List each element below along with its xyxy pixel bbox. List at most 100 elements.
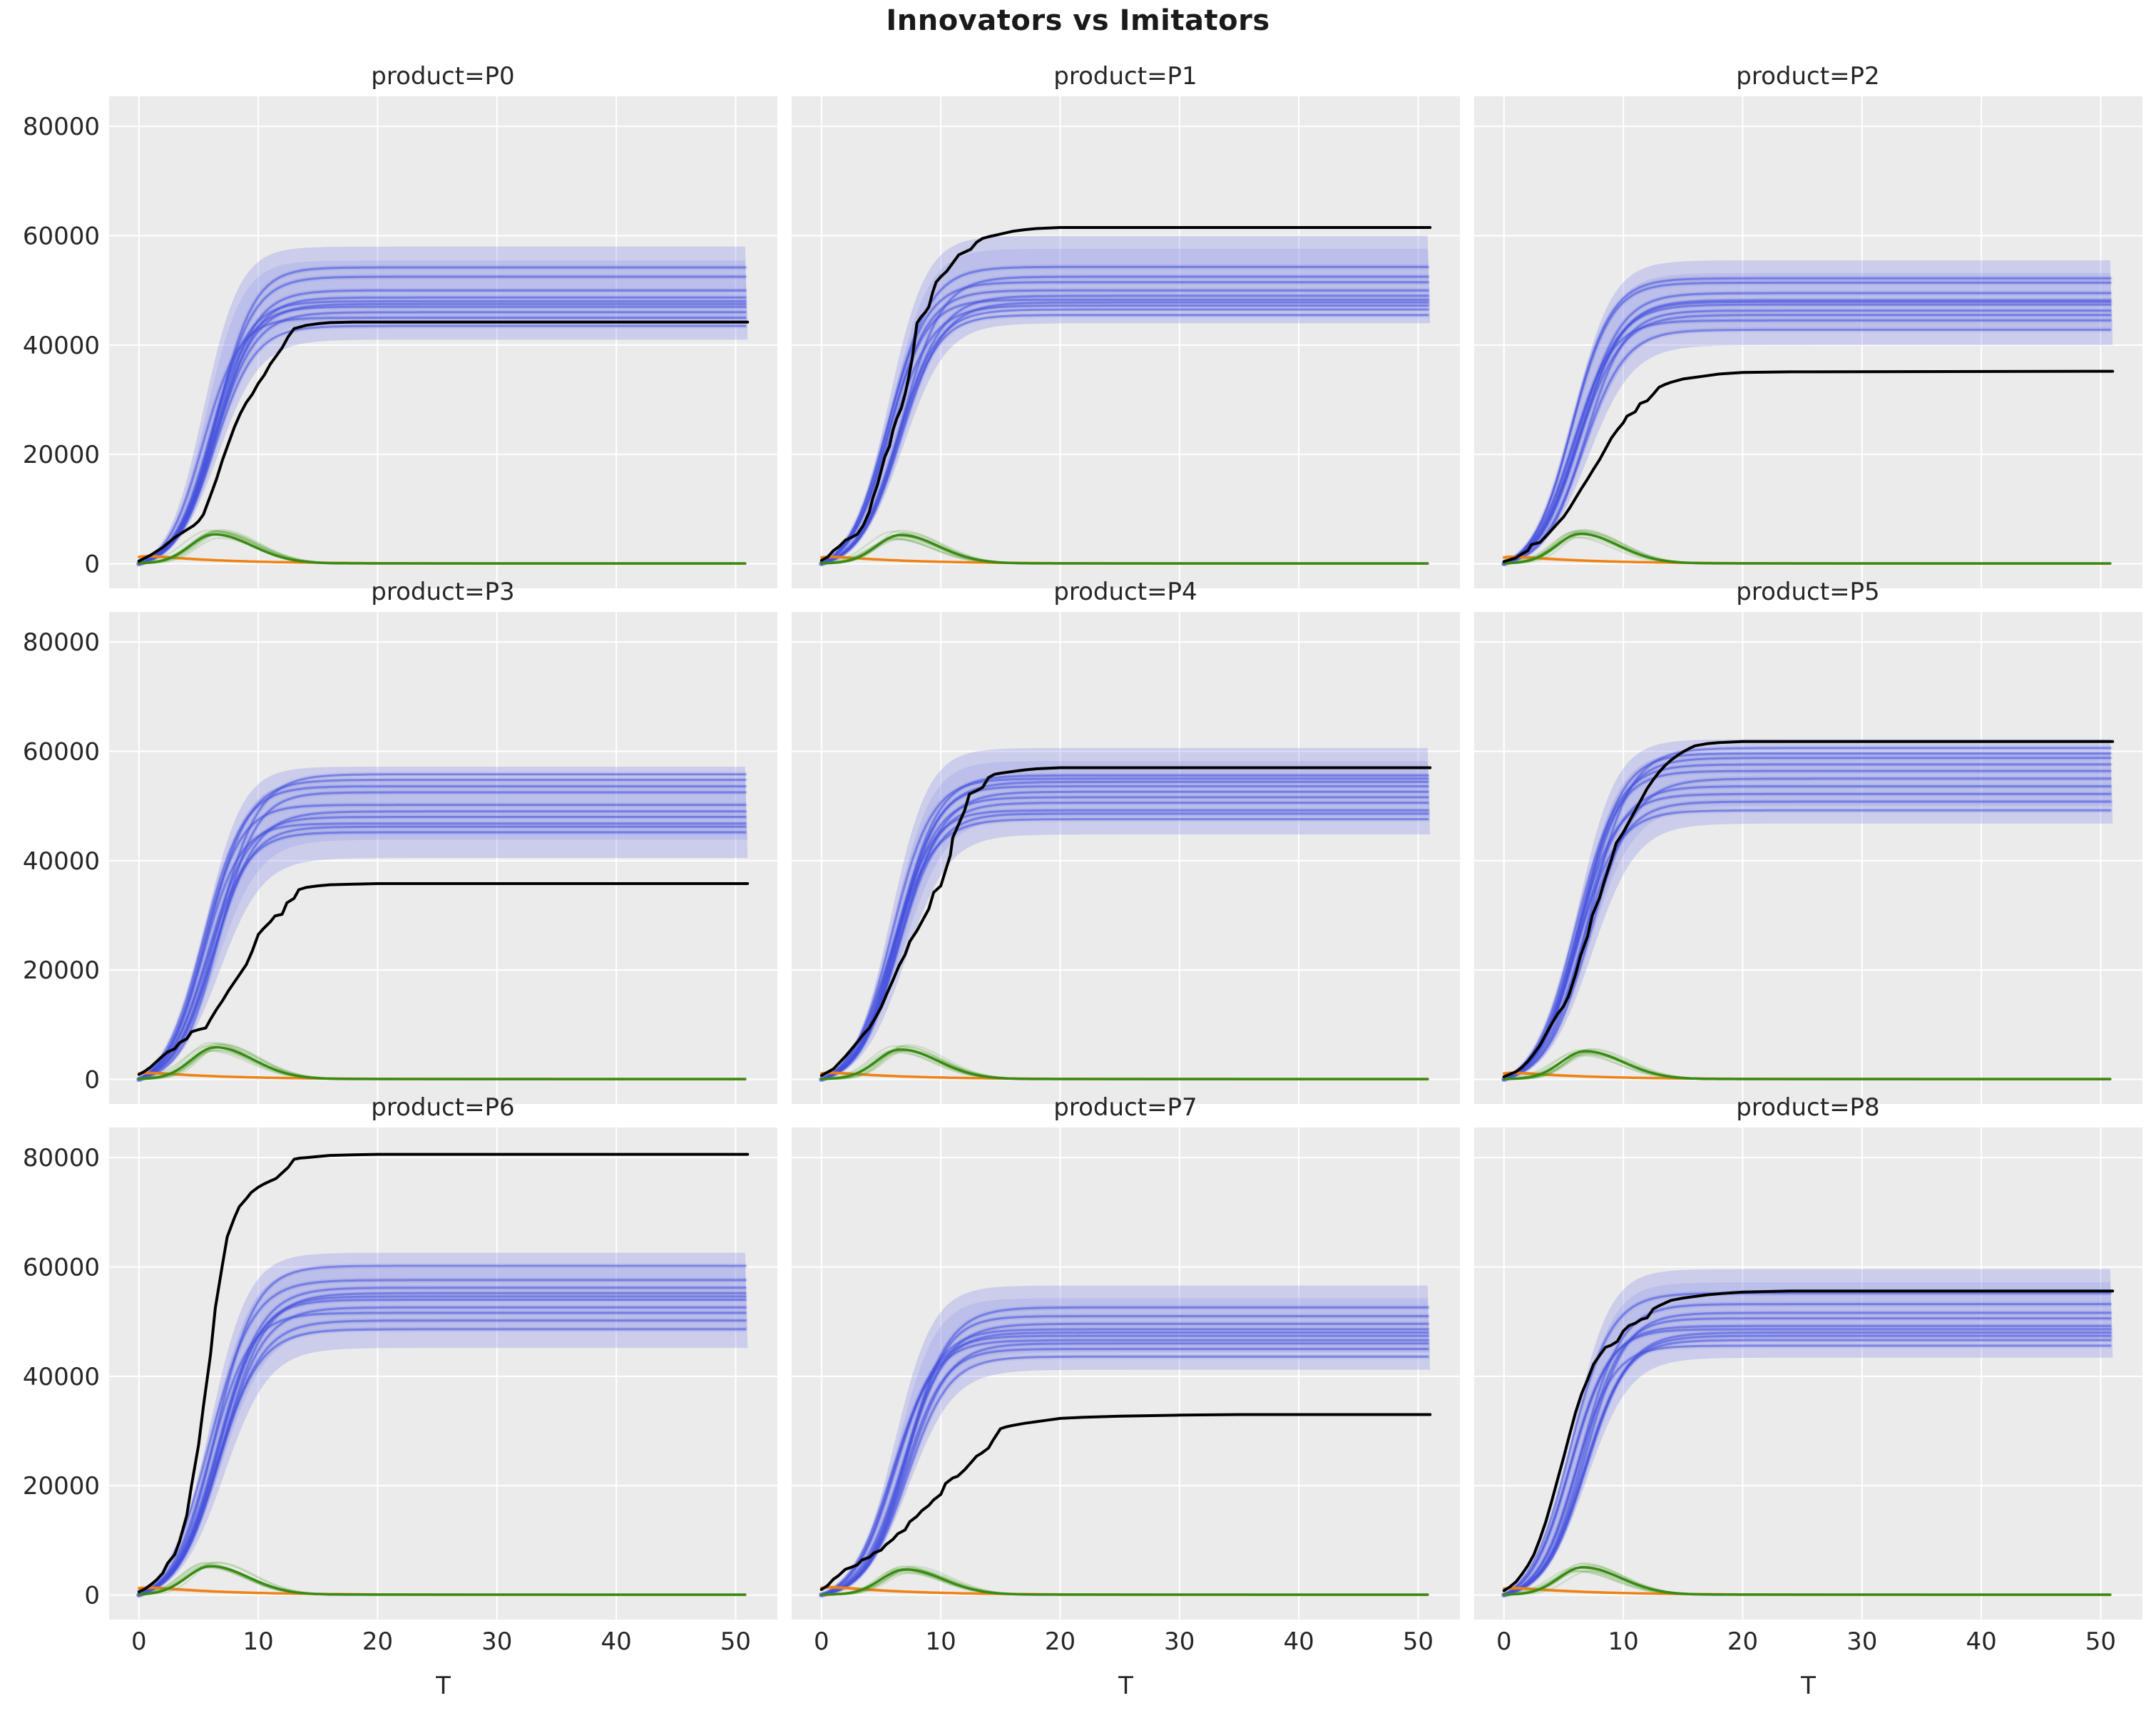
blue-trajectory xyxy=(1503,757,2112,1080)
subplot-titles: product=P0 product=P1 product=P2 product… xyxy=(371,62,1879,1122)
blue-trajectory xyxy=(138,266,747,565)
plot-area xyxy=(792,1128,1460,1620)
x-tick-label: 40 xyxy=(1966,1627,1996,1656)
blue-trajectory xyxy=(820,1355,1429,1596)
blue-trajectory xyxy=(1503,292,2112,565)
y-tick-label: 0 xyxy=(84,551,100,579)
blue-trajectory xyxy=(1503,1317,2112,1596)
grid xyxy=(109,1128,777,1620)
x-tick-label: 10 xyxy=(1608,1627,1639,1656)
blue-trajectory xyxy=(1503,1324,2112,1596)
subplot-title-P4: product=P4 xyxy=(1053,578,1197,606)
x-tick-label: 50 xyxy=(1403,1627,1434,1656)
subplot-P1 xyxy=(792,96,1460,588)
y-tick-label: 80000 xyxy=(23,113,100,141)
subplot-title-P5: product=P5 xyxy=(1736,578,1879,606)
x-tick-label: 0 xyxy=(1496,1627,1512,1656)
green-curve xyxy=(1503,532,2112,565)
green-curve xyxy=(138,1046,747,1080)
blue-trajectory xyxy=(138,804,747,1080)
y-tick-label: 40000 xyxy=(23,1363,100,1391)
y-tick-label: 20000 xyxy=(23,956,100,985)
subplot-title-P6: product=P6 xyxy=(371,1093,514,1122)
plot-area xyxy=(109,1128,777,1620)
blue-trajectory xyxy=(820,295,1429,565)
subplot-P2 xyxy=(1474,96,2142,588)
blue-trajectory xyxy=(820,281,1429,565)
y-tick-label: 60000 xyxy=(23,1254,100,1282)
subplot-P5 xyxy=(1474,612,2142,1104)
curves xyxy=(136,1152,750,1597)
blue-trajectory xyxy=(1503,792,2112,1080)
x-tick-label: 30 xyxy=(481,1627,512,1656)
curves xyxy=(1501,739,2115,1082)
blue-trajectory xyxy=(138,1312,747,1596)
y-tick-label: 40000 xyxy=(23,332,100,360)
x-axis-title: T xyxy=(1118,1672,1133,1700)
x-tick-label: 40 xyxy=(1283,1627,1314,1656)
curves xyxy=(819,747,1432,1082)
blue-trajectory xyxy=(138,311,747,565)
subplot-P6 xyxy=(109,1128,777,1620)
blue-trajectory xyxy=(138,1264,747,1596)
plot-area xyxy=(1474,612,2142,1104)
subplot-title-P1: product=P1 xyxy=(1053,62,1197,91)
curves xyxy=(1501,1269,2115,1597)
grid xyxy=(109,96,777,588)
x-tick-label: 20 xyxy=(1045,1627,1076,1656)
blue-trajectory xyxy=(138,822,747,1080)
y-tick-label: 60000 xyxy=(23,223,100,251)
axis-labels: 0200004000060000800000200004000060000800… xyxy=(23,113,2116,1700)
green-curve xyxy=(138,1565,747,1596)
green-curve xyxy=(820,1048,1429,1080)
plot-area xyxy=(109,612,777,1104)
curves xyxy=(136,246,750,566)
blue-band-outer xyxy=(1503,1269,2113,1595)
green-curve xyxy=(1503,1565,2112,1596)
blue-trajectory xyxy=(138,324,747,565)
x-tick-label: 50 xyxy=(720,1627,751,1656)
blue-trajectory xyxy=(138,810,747,1080)
blue-trajectory xyxy=(820,301,1429,565)
blue-trajectory xyxy=(138,1287,747,1596)
blue-trajectory xyxy=(820,1348,1429,1596)
y-tick-label: 40000 xyxy=(23,847,100,876)
x-tick-label: 50 xyxy=(2085,1627,2116,1656)
blue-trajectory xyxy=(138,1319,747,1596)
green-curve xyxy=(820,1568,1429,1596)
blue-trajectory xyxy=(820,298,1429,565)
x-tick-label: 40 xyxy=(601,1627,631,1656)
blue-band-outer xyxy=(821,1285,1431,1595)
blue-trajectory xyxy=(820,790,1429,1080)
subplot-P3 xyxy=(109,612,777,1104)
blue-band-inner xyxy=(1503,752,2113,1080)
blue-trajectory xyxy=(1503,1303,2112,1596)
plot-area xyxy=(792,612,1460,1104)
black-line xyxy=(819,1413,1432,1591)
x-tick-label: 0 xyxy=(814,1627,829,1656)
blue-trajectory xyxy=(1503,752,2112,1080)
subplot-title-P2: product=P2 xyxy=(1736,62,1879,91)
black-line xyxy=(137,320,750,563)
plot-area xyxy=(109,96,777,588)
x-axis-title: T xyxy=(435,1672,451,1700)
blue-trajectory xyxy=(820,774,1429,1080)
blue-trajectory xyxy=(138,300,747,565)
x-tick-label: 30 xyxy=(1164,1627,1195,1656)
blue-trajectory xyxy=(820,1342,1429,1596)
x-axis-title: T xyxy=(1800,1672,1816,1700)
blue-trajectory xyxy=(1503,310,2112,565)
subplot-P7 xyxy=(792,1128,1460,1620)
y-tick-label: 80000 xyxy=(23,628,100,657)
black-line xyxy=(1502,740,2115,1078)
blue-trajectory xyxy=(138,785,747,1080)
plot-area xyxy=(792,96,1460,588)
subplot-P4 xyxy=(792,612,1460,1104)
black-line xyxy=(1502,369,2115,563)
curves xyxy=(819,226,1432,566)
blue-trajectory xyxy=(1503,1292,2112,1596)
black-line xyxy=(137,882,750,1076)
subplot-title-P0: product=P0 xyxy=(371,62,514,91)
blue-trajectory xyxy=(138,791,747,1080)
